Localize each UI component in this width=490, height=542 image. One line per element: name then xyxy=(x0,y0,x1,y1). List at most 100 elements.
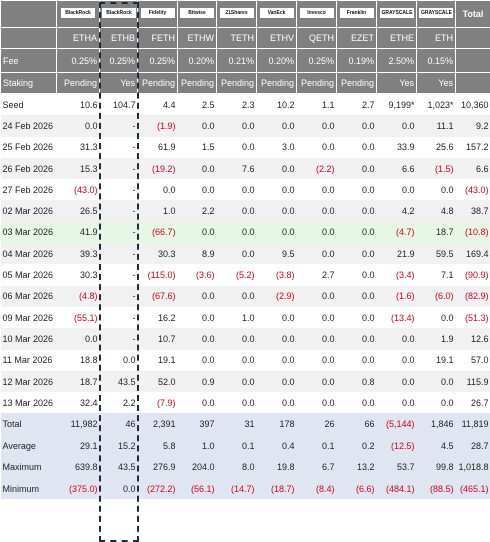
corner-cell xyxy=(0,27,57,49)
flow-value: 0.0 xyxy=(256,328,297,350)
flow-value: 16.2 xyxy=(157,312,176,323)
flow-value: 0.0 xyxy=(336,157,377,180)
flow-value: - xyxy=(132,270,136,281)
flow-value: 0.0 xyxy=(336,328,377,350)
flow-value: 0.0 xyxy=(296,221,337,244)
ticker: ETHA xyxy=(56,27,100,49)
summary-value: 99.8 xyxy=(416,456,456,478)
issuer-logo: Fidelity xyxy=(140,8,175,18)
flow-value: 19.1 xyxy=(435,355,454,366)
summary-value: 1.0 xyxy=(177,434,217,457)
summary-value: 26 xyxy=(296,413,337,435)
summary-value: 5.8 xyxy=(137,434,178,457)
summary-value: 19.8 xyxy=(256,456,297,478)
table-body: BlackRock BlackRock Fidelity Bitwise 21Share… xyxy=(0,0,490,500)
flow-value: 0.0 xyxy=(361,270,375,281)
summary-value: 15.2 xyxy=(99,434,138,457)
blank-cell xyxy=(455,48,490,73)
flow-value: 0.0 xyxy=(361,142,375,153)
header-value: Pending xyxy=(56,72,100,94)
flow-value: 32.4 xyxy=(79,397,98,408)
flow-value: 25.6 xyxy=(435,142,454,153)
flow-value: 0.0 xyxy=(256,115,297,137)
flow-value: 0.0 xyxy=(122,355,136,366)
summary-value: 0.0 xyxy=(99,477,138,500)
flow-value: - xyxy=(99,200,138,222)
flow-value: 0.0 xyxy=(440,312,454,323)
flow-value: 0.0 xyxy=(216,243,257,265)
flow-value: 9.5 xyxy=(256,243,297,265)
ticker: ETHB xyxy=(99,27,138,49)
date-label: 11 Mar 2026 xyxy=(2,355,53,366)
flow-value: - xyxy=(132,184,136,195)
summary-value: (6.6) xyxy=(336,477,377,500)
flow-value: 0.0 xyxy=(376,370,417,393)
header-value: Pending xyxy=(256,72,297,94)
flow-value: 21.9 xyxy=(376,243,417,265)
ticker: ETHW xyxy=(177,27,217,49)
date-label: 02 Mar 2026 xyxy=(0,200,57,222)
ticker: TETH xyxy=(216,27,257,49)
flow-value: 1.1 xyxy=(321,99,335,110)
flow-value: 0.0 xyxy=(296,285,337,307)
summary-label: Maximum xyxy=(0,456,57,478)
issuer-logo: Total xyxy=(462,9,484,19)
summary-value: 4.5 xyxy=(416,434,456,457)
flow-value: (43.0) xyxy=(73,184,98,195)
summary-value: 276.9 xyxy=(137,456,178,478)
flow-value: 0.0 xyxy=(241,355,255,366)
flow-value: 0.0 xyxy=(256,370,297,393)
flow-value: 11.1 xyxy=(416,115,456,137)
summary-value: 11,982 xyxy=(56,413,100,435)
flow-value: 2.7 xyxy=(321,270,335,281)
flow-value: 18.7 xyxy=(56,370,100,393)
header-value: 0.20% xyxy=(256,48,297,73)
flow-value: 0.0 xyxy=(296,243,337,265)
flow-value: 0.0 xyxy=(241,397,255,408)
flow-value: 0.0 xyxy=(256,200,297,222)
flow-value: 0.0 xyxy=(321,184,335,195)
flow-value: (19.2) xyxy=(137,157,178,180)
issuer-logo: VanEck xyxy=(259,8,294,18)
flow-value: (3.8) xyxy=(275,270,295,281)
issuer-logo: 21Shares xyxy=(219,8,254,18)
flow-value: (1.6) xyxy=(376,285,417,307)
flow-value: 38.7 xyxy=(455,200,490,222)
flow-value: 31.3 xyxy=(79,142,98,153)
flow-value: 0.0 xyxy=(177,221,217,244)
summary-value: (12.5) xyxy=(376,434,417,457)
flow-value: 0.0 xyxy=(241,184,255,195)
flow-value: 104.7 xyxy=(112,99,136,110)
flow-value: 0.0 xyxy=(336,115,377,137)
summary-label: Total xyxy=(0,413,57,435)
flow-value: 4.8 xyxy=(416,200,456,222)
flow-value: (66.7) xyxy=(137,221,178,244)
flow-value: 6.6 xyxy=(455,157,490,180)
header-value: Yes xyxy=(376,72,417,94)
date-label: Seed xyxy=(2,99,24,110)
flow-value: 0.0 xyxy=(177,157,217,180)
date-label: 04 Mar 2026 xyxy=(0,243,57,265)
flow-value: 0.0 xyxy=(281,397,295,408)
date-label: 05 Mar 2026 xyxy=(2,270,54,281)
flow-value: 2.2 xyxy=(122,397,136,408)
flow-value: 0.0 xyxy=(416,370,456,393)
flow-value: 7.6 xyxy=(216,157,257,180)
data-row: 24 Feb 2026 0.0- (1.9) 0.0 0.0 0.0 0.0 0.0 0.0 11… xyxy=(0,115,490,137)
flow-value: (82.9) xyxy=(455,285,490,307)
flow-value: (4.8) xyxy=(56,285,100,307)
data-row: 27 Feb 2026 (43.0) - 0.0 0.0 0.0 0.0 0.0 0.0 0.0 0… xyxy=(1,179,490,200)
ticker: QETH xyxy=(296,27,337,49)
data-row: 12 Mar 2026 18.7 43.5 52.0 0.9 0.0 0.0 0.0 0.8 0.… xyxy=(0,370,490,393)
flow-value: 0.0 xyxy=(296,328,337,350)
flow-value: 59.5 xyxy=(416,243,456,265)
data-row: 05 Mar 2026 30.3 - (115.0) (3.6) (5.2) (3.8) 2.… xyxy=(1,264,490,285)
flow-value: 157.2 xyxy=(465,142,489,153)
flow-value: (2.9) xyxy=(256,285,297,307)
flow-value: 15.3 xyxy=(56,157,100,180)
header-value: Pending xyxy=(177,72,217,94)
summary-value: 639.8 xyxy=(56,456,100,478)
flow-value: (13.4) xyxy=(390,312,415,323)
header-value: 0.20% xyxy=(177,48,217,73)
